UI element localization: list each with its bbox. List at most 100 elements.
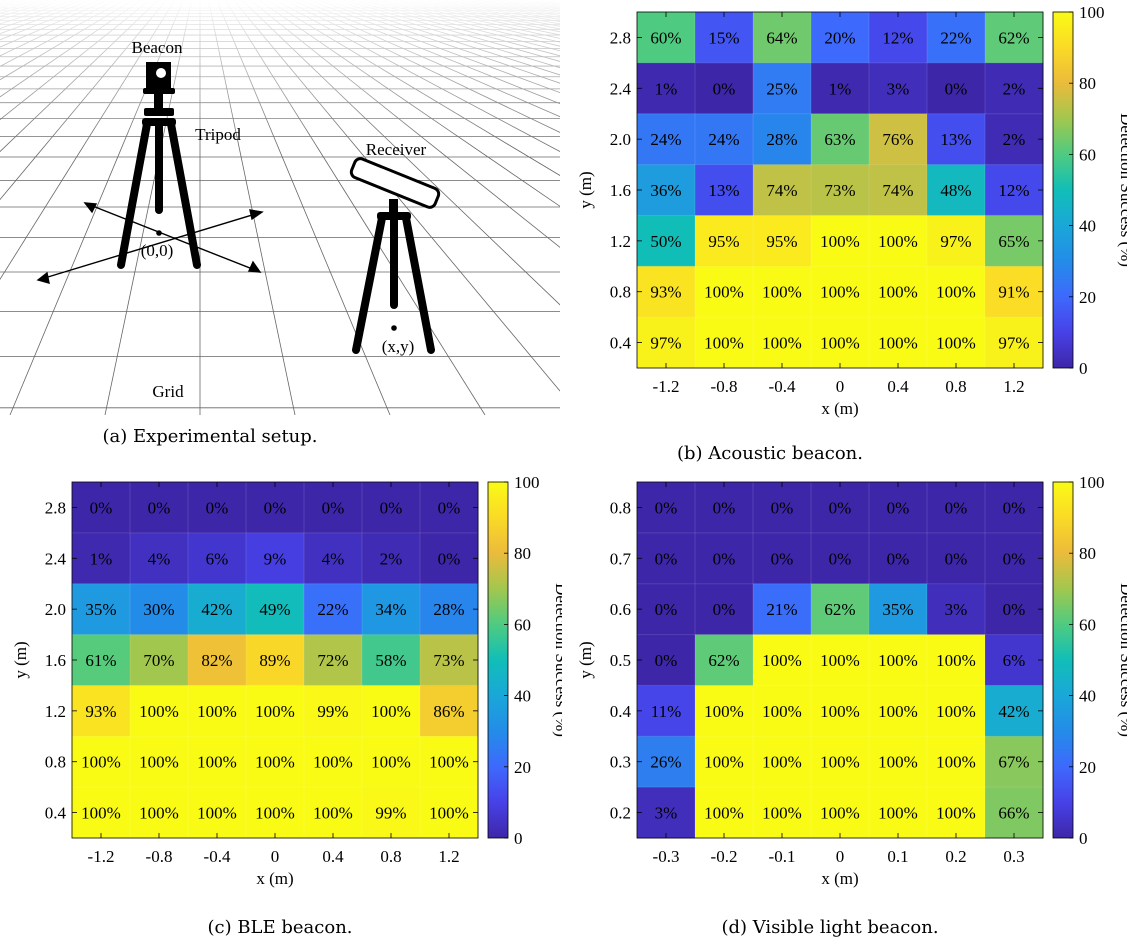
heatmap-cell <box>420 634 479 686</box>
heatmap-cell <box>811 685 870 737</box>
cell-label: 93% <box>85 702 116 721</box>
heatmap-cell <box>72 482 131 534</box>
cell-label: 100% <box>429 804 469 823</box>
heatmap-cell <box>985 215 1044 267</box>
cell-label: 100% <box>936 804 976 823</box>
cell-label: 67% <box>998 753 1029 772</box>
cell-label: 100% <box>936 283 976 302</box>
receiver-label: Receiver <box>366 140 427 159</box>
cell-label: 99% <box>317 702 348 721</box>
heatmap-cell <box>695 736 754 788</box>
panel-visible-light: 0% 0% 0% 0% 0% 0% 0% 0% 0% 0% 0% 0% 0% 0% 0% 0% 21% 62% 35… <box>565 470 1127 910</box>
cell-label: 100% <box>878 334 918 353</box>
cell-label: 100% <box>704 702 744 721</box>
visible-light-heatmap: 0% 0% 0% 0% 0% 0% 0% 0% 0% 0% 0% 0% 0% 0% 0% 0% 21% 62% 35… <box>576 473 1127 888</box>
heatmap-cell <box>811 113 870 166</box>
colorbar-tick-label: 20 <box>1079 758 1096 777</box>
cell-label: 100% <box>878 804 918 823</box>
heatmap-cell <box>985 12 1044 64</box>
heatmap-cell <box>130 736 189 788</box>
caption-b: (b) Acoustic beacon. <box>677 443 863 464</box>
heatmap-cell <box>753 736 812 788</box>
cell-label: 0% <box>380 498 403 517</box>
colorbar-tick-label: 80 <box>1079 544 1096 563</box>
cell-label: 0% <box>829 549 852 568</box>
heatmap-cell <box>246 736 305 788</box>
heatmap-cell <box>695 583 754 636</box>
x-tick-label: 0 <box>271 847 280 866</box>
receiver-position-label: (x,y) <box>382 337 415 356</box>
cell-label: 26% <box>650 753 681 772</box>
caption-c: (c) BLE beacon. <box>207 917 353 938</box>
heatmap-cell <box>695 62 754 115</box>
heatmap-cell <box>753 634 812 686</box>
heatmap-cell <box>927 113 986 166</box>
y-axis-label: y (m) <box>576 641 595 678</box>
x-tick-label: -0.1 <box>769 847 796 866</box>
cell-label: 73% <box>824 181 855 200</box>
heatmap-cell <box>695 634 754 686</box>
cell-label: 0% <box>655 651 678 670</box>
cell-label: 0% <box>887 549 910 568</box>
cell-label: 62% <box>824 600 855 619</box>
cell-label: 100% <box>820 804 860 823</box>
y-tick-label: 1.2 <box>45 702 66 721</box>
cell-label: 35% <box>85 600 116 619</box>
heatmap-cell <box>985 736 1044 788</box>
cell-label: 72% <box>317 651 348 670</box>
cell-label: 0% <box>713 79 736 98</box>
heatmap-cell <box>753 113 812 166</box>
heatmap-cell <box>985 583 1044 636</box>
y-tick-label: 0.4 <box>610 334 632 353</box>
acoustic-heatmap: 60% 15% 64% 20% 12% 22% 62% 1% 0% 25% 1% 3% 0% 2% 24% 2… <box>576 3 1127 418</box>
heatmap-cell <box>927 532 986 585</box>
heatmap-cell <box>362 685 421 737</box>
colorbar-label: Detection Success (%) <box>1117 113 1127 267</box>
heatmap-cell <box>188 532 247 585</box>
tripod-label: Tripod <box>195 125 241 144</box>
cell-label: 9% <box>264 549 287 568</box>
y-tick-label: 2.8 <box>610 28 631 47</box>
heatmap-cell <box>985 317 1044 369</box>
heatmap-cell <box>695 215 754 267</box>
cell-label: 73% <box>433 651 464 670</box>
colorbar <box>1052 11 1074 369</box>
heatmap-cell <box>637 12 696 64</box>
colorbar-tick-label: 80 <box>1079 74 1096 93</box>
cell-label: 65% <box>998 232 1029 251</box>
x-tick-label: -0.4 <box>204 847 231 866</box>
y-tick-label: 2.0 <box>610 130 631 149</box>
y-tick-label: 1.6 <box>45 651 66 670</box>
x-tick-label: -0.8 <box>146 847 173 866</box>
axis-arrows <box>36 202 264 284</box>
cell-label: 22% <box>317 600 348 619</box>
heatmap-cell <box>869 12 928 64</box>
colorbar-tick-label: 100 <box>514 473 540 492</box>
heatmap-cell <box>72 736 131 788</box>
heatmap-cell <box>72 634 131 686</box>
heatmap-cell <box>927 787 986 839</box>
cell-label: 97% <box>940 232 971 251</box>
colorbar-tick-label: 20 <box>1079 288 1096 307</box>
heatmap-cell <box>420 532 479 585</box>
cell-label: 63% <box>824 130 855 149</box>
heatmap-cell <box>246 532 305 585</box>
x-tick-label: 0.4 <box>322 847 344 866</box>
heatmap-cell <box>927 583 986 636</box>
cell-label: 20% <box>824 28 855 47</box>
heatmap-cell <box>927 266 986 318</box>
caption-a: (a) Experimental setup. <box>102 426 318 447</box>
cell-label: 100% <box>81 753 121 772</box>
heatmap-cell <box>362 482 421 534</box>
cell-label: 6% <box>1003 651 1026 670</box>
cell-label: 91% <box>998 283 1029 302</box>
cell-label: 0% <box>771 498 794 517</box>
heatmap-cell <box>130 482 189 534</box>
cell-label: 74% <box>766 181 797 200</box>
cell-label: 100% <box>878 702 918 721</box>
colorbar-tick-label: 0 <box>1079 829 1088 848</box>
cell-label: 0% <box>206 498 229 517</box>
heatmap-cell <box>695 787 754 839</box>
heatmap-cell <box>362 736 421 788</box>
cell-label: 0% <box>264 498 287 517</box>
